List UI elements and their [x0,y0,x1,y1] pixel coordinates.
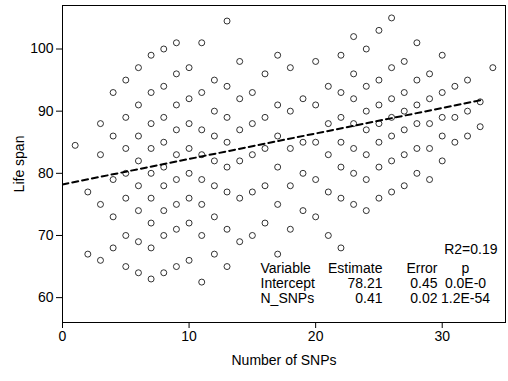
svg-text:100: 100 [30,40,54,56]
svg-text:60: 60 [38,289,54,305]
svg-text:Estimate: Estimate [328,260,383,276]
svg-text:Number of SNPs: Number of SNPs [231,352,336,368]
svg-text:Variable: Variable [261,260,312,276]
svg-text:10: 10 [181,328,197,344]
svg-text:0.41: 0.41 [355,290,382,306]
svg-text:0.02: 0.02 [410,290,437,306]
svg-text:30: 30 [434,328,450,344]
svg-text:90: 90 [38,103,54,119]
svg-text:1.2E-54: 1.2E-54 [441,290,490,306]
svg-text:p: p [462,260,470,276]
svg-text:N_SNPs: N_SNPs [261,290,315,306]
svg-text:0: 0 [59,328,67,344]
svg-text:Error: Error [406,260,437,276]
svg-text:0.45: 0.45 [410,275,437,291]
svg-text:80: 80 [38,165,54,181]
svg-text:Intercept: Intercept [261,275,316,291]
svg-text:78.21: 78.21 [347,275,382,291]
svg-text:Life span: Life span [11,136,27,193]
svg-text:0.0E-0: 0.0E-0 [445,275,486,291]
svg-text:R2=0.19: R2=0.19 [444,241,498,257]
svg-text:20: 20 [308,328,324,344]
svg-text:70: 70 [38,227,54,243]
